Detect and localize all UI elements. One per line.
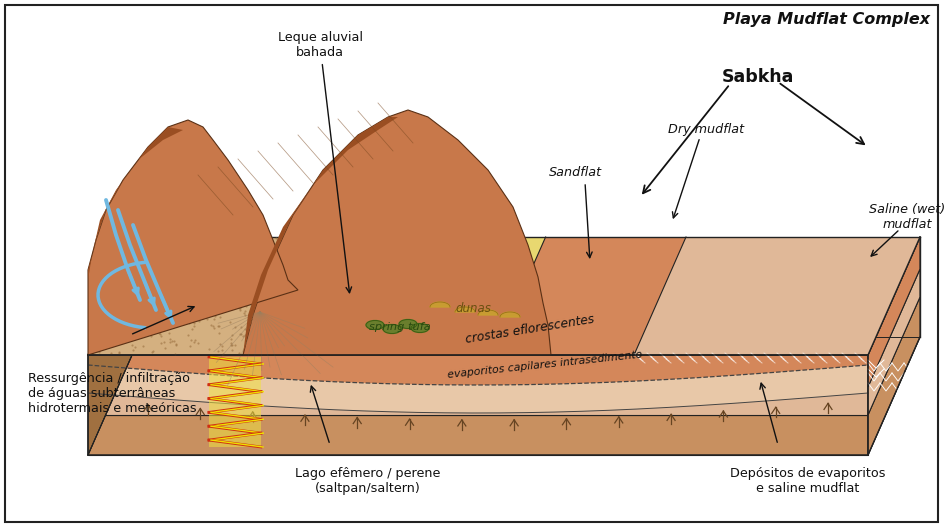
Text: Leque aluvial
bahada: Leque aluvial bahada: [278, 31, 362, 292]
Ellipse shape: [382, 325, 400, 334]
Polygon shape: [868, 297, 919, 455]
Polygon shape: [868, 269, 919, 415]
Polygon shape: [88, 365, 868, 413]
Ellipse shape: [365, 320, 383, 329]
Text: Playa Mudflat Complex: Playa Mudflat Complex: [722, 12, 929, 27]
Polygon shape: [88, 355, 868, 387]
Polygon shape: [868, 237, 919, 455]
Polygon shape: [454, 307, 475, 312]
Text: Depósitos de evaporitos
e saline mudflat: Depósitos de evaporitos e saline mudflat: [730, 467, 885, 495]
Polygon shape: [868, 237, 919, 387]
Text: evaporitos capilares intrasedimento: evaporitos capilares intrasedimento: [447, 350, 642, 380]
Ellipse shape: [398, 319, 416, 328]
Polygon shape: [243, 117, 397, 355]
Polygon shape: [499, 312, 519, 317]
Ellipse shape: [411, 324, 429, 333]
Polygon shape: [88, 237, 919, 355]
Polygon shape: [430, 302, 449, 307]
Text: Dry mudflat: Dry mudflat: [667, 122, 743, 135]
Polygon shape: [310, 237, 545, 355]
Polygon shape: [88, 127, 183, 355]
Text: Saline (wet)
mudflat: Saline (wet) mudflat: [868, 203, 944, 231]
Text: crostas eflorescentes: crostas eflorescentes: [464, 313, 595, 346]
Polygon shape: [88, 237, 140, 455]
Polygon shape: [209, 357, 261, 447]
Text: spring tufa: spring tufa: [369, 322, 430, 332]
Polygon shape: [478, 310, 497, 315]
Polygon shape: [633, 237, 919, 355]
Text: dunas: dunas: [455, 302, 491, 315]
Polygon shape: [88, 387, 868, 415]
Text: Lago efêmero / perene
(saltpan/saltern): Lago efêmero / perene (saltpan/saltern): [295, 467, 440, 495]
Polygon shape: [493, 237, 685, 355]
Polygon shape: [243, 110, 550, 355]
Polygon shape: [88, 415, 868, 455]
Text: Ressurgência / infiltração
de águas subterrâneas
hidrotermais e meteóricas: Ressurgência / infiltração de águas subt…: [28, 372, 196, 415]
Polygon shape: [88, 355, 868, 385]
Text: Sabkha: Sabkha: [721, 68, 793, 86]
Polygon shape: [88, 120, 297, 355]
Text: Sandflat: Sandflat: [548, 165, 601, 179]
